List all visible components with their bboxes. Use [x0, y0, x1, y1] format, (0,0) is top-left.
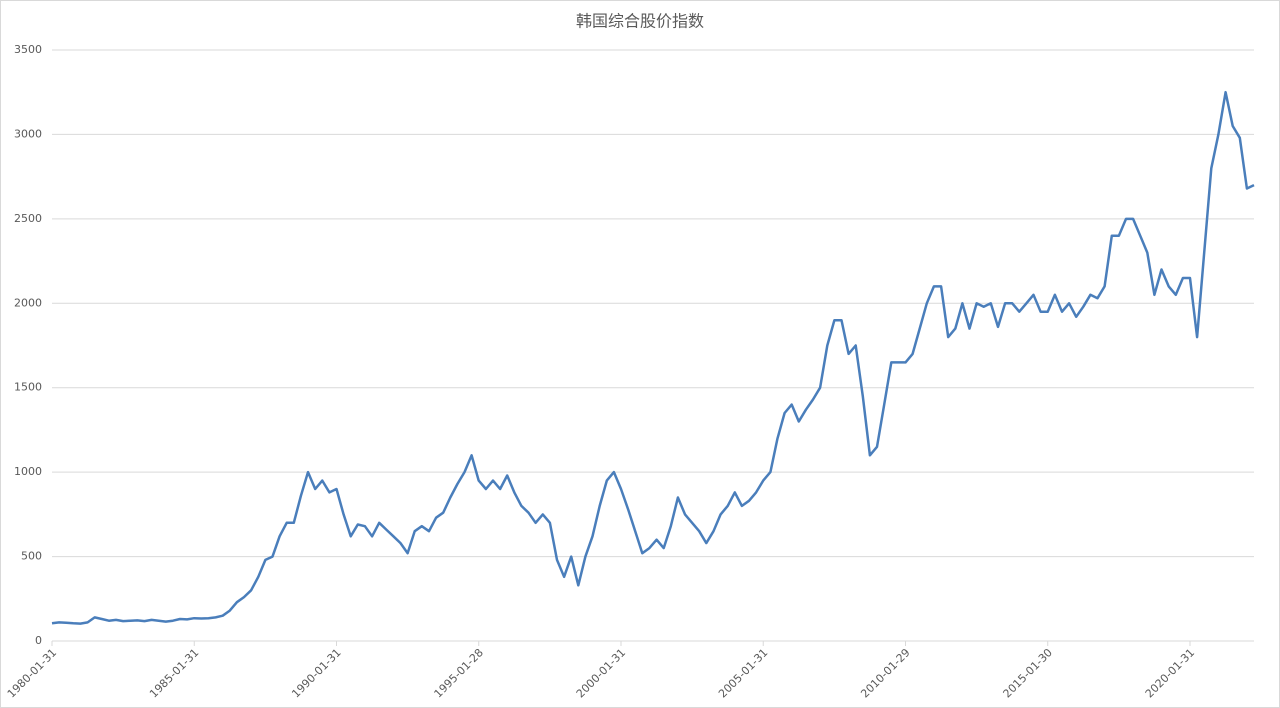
y-tick-label: 2000: [14, 296, 42, 309]
data-line: [51, 90, 1255, 625]
y-tick-label: 3000: [14, 127, 42, 140]
y-tick-label: 0: [35, 634, 42, 647]
y-tick-label: 2500: [14, 212, 42, 225]
y-tick-label: 1000: [14, 465, 42, 478]
y-tick-label: 500: [21, 550, 42, 563]
y-tick-label: 3500: [14, 43, 42, 56]
y-tick-label: 1500: [14, 381, 42, 394]
chart-title: 韩国综合股价指数: [576, 12, 704, 31]
